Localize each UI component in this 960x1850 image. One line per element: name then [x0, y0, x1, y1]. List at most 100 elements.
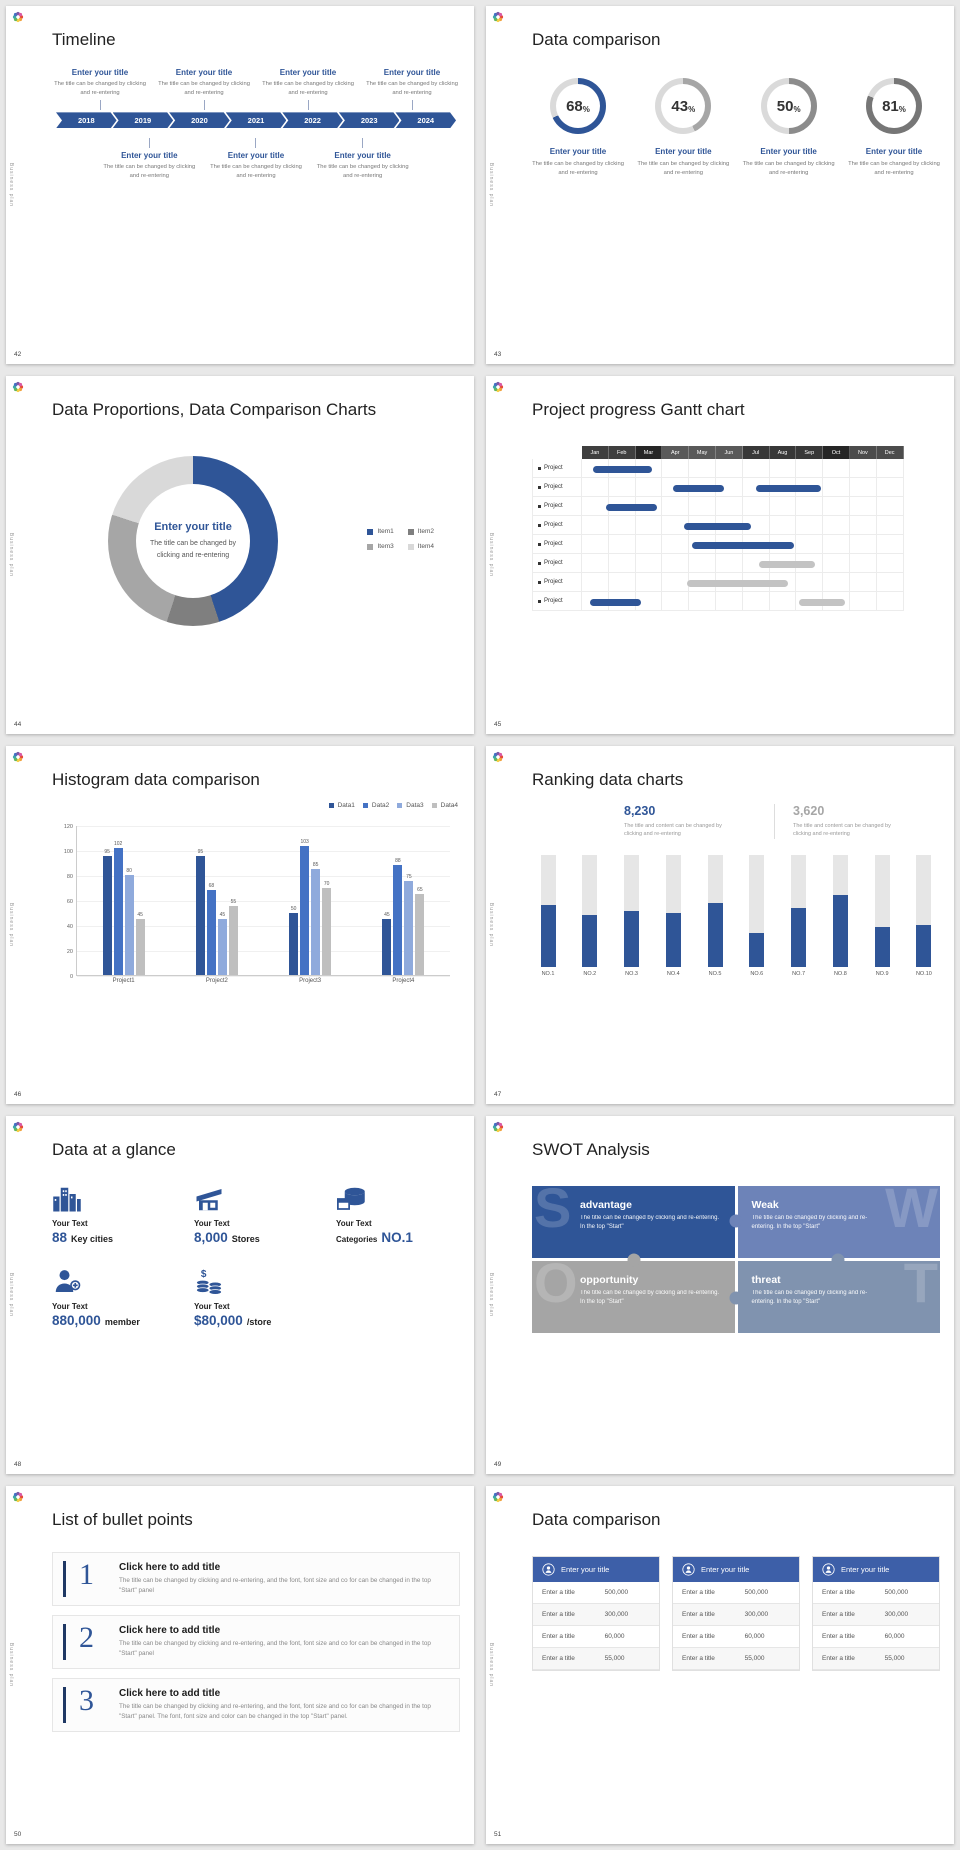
bar[interactable]: [217, 918, 227, 975]
ranking-bar-fill[interactable]: [791, 908, 807, 967]
ranking-bar-label: NO.5: [708, 970, 722, 977]
slide-46-histogram[interactable]: Business plan Histogram data comparison …: [6, 746, 474, 1104]
gantt-chart: Jan Feb Mar Apr May Jun Jul Aug Sep Oct Nov Dec Proj…: [532, 446, 904, 611]
bullet-title: Click here to add title: [119, 1688, 221, 1699]
table-row: Enter a title 55,000: [533, 1648, 659, 1670]
bar[interactable]: [195, 856, 205, 975]
sidebar-vertical-label: Business plan: [8, 532, 14, 578]
bar[interactable]: [289, 912, 299, 975]
slide-45-gantt[interactable]: Business plan Project progress Gantt cha…: [486, 376, 954, 734]
gantt-grid-cell: [715, 554, 743, 573]
page-number: 48: [14, 1461, 22, 1468]
timeline-year-marker[interactable]: 2018: [56, 112, 117, 128]
legend-item: Item4: [407, 543, 434, 550]
puzzle-knob: [729, 1214, 743, 1228]
slide-48-data-at-a-glance[interactable]: Business plan Data at a glance Your Text…: [6, 1116, 474, 1474]
swot-quadrant-desc: The title can be changed by clicking and…: [580, 1290, 720, 1306]
ranking-stat: 3,620 The title and content can be change…: [774, 804, 924, 839]
timeline-year-marker[interactable]: 2020: [169, 112, 230, 128]
swot-quadrant-w[interactable]: W Weak The title can be changed by clickin…: [737, 1186, 940, 1258]
ranking-bar-fill[interactable]: [665, 912, 681, 967]
slide-50-bullet-points[interactable]: Business plan List of bullet points 1 Cli…: [6, 1486, 474, 1844]
slide-title: Ranking data charts: [532, 770, 684, 789]
slide-44-data-proportions[interactable]: Business plan Data Proportions, Data Com…: [6, 376, 474, 734]
donut-stat-title: Enter your title: [865, 147, 923, 156]
table-cell-value: 60,000: [884, 1633, 905, 1640]
bar[interactable]: [393, 865, 403, 975]
bar[interactable]: [124, 875, 134, 975]
store-icon: [194, 1184, 224, 1214]
ranking-bar-track: [874, 854, 890, 967]
timeline-entry: Enter your title The title can be changed…: [54, 68, 146, 111]
slide-title: Data Proportions, Data Comparison Charts: [52, 400, 377, 419]
bar[interactable]: [404, 881, 414, 975]
timeline-year-marker[interactable]: 2019: [113, 112, 174, 128]
timeline-bottom-entries: Enter your title The title can be changed…: [52, 138, 460, 180]
ranking-bar-fill[interactable]: [832, 894, 848, 967]
person-badge-icon: [822, 1563, 835, 1576]
stat-value: $80,000: [194, 1313, 243, 1328]
bar-column: 45: [217, 826, 227, 975]
y-axis-tick-label: 60: [66, 899, 73, 905]
gantt-grid-cell: [769, 573, 797, 592]
ranking-bar-fill[interactable]: [916, 925, 932, 967]
bar[interactable]: [311, 868, 321, 975]
bar[interactable]: [322, 887, 332, 975]
timeline-entry-title: Enter your title: [279, 68, 337, 77]
bar-group: 95 68 45 55 Project2: [195, 826, 238, 984]
slide-47-ranking[interactable]: Business plan Ranking data charts 8,230 T…: [486, 746, 954, 1104]
gantt-grid-cell: [876, 459, 904, 478]
gantt-grid-cell: [582, 535, 609, 554]
slide-42-timeline[interactable]: Business plan Timeline Enter your title T…: [6, 6, 474, 364]
bar[interactable]: [228, 906, 238, 975]
bar[interactable]: [300, 846, 310, 975]
bar[interactable]: [113, 847, 123, 975]
sidebar-vertical-label: Business plan: [488, 1272, 494, 1318]
ranking-bar-fill[interactable]: [707, 902, 723, 967]
bar[interactable]: [102, 856, 112, 975]
bullet-desc: The title can be changed by clicking and…: [119, 1640, 431, 1657]
stat-item: Your Text 8,000 Stores: [194, 1184, 304, 1245]
gantt-row: Project: [532, 516, 904, 535]
slide-title: Histogram data comparison: [52, 770, 260, 789]
donut-center-title: Enter your title: [154, 521, 232, 534]
swot-quadrant-title: opportunity: [580, 1274, 639, 1286]
gantt-grid-cell: [742, 478, 770, 497]
bullet-item[interactable]: 1 Click here to add title The title can be…: [52, 1552, 460, 1606]
bullet-item[interactable]: 2 Click here to add title The title can be…: [52, 1615, 460, 1669]
ranking-bar-fill[interactable]: [749, 932, 765, 967]
legend-item: Data2: [362, 802, 389, 809]
timeline-year-marker[interactable]: 2021: [226, 112, 287, 128]
percent-sign: %: [688, 104, 696, 114]
bar[interactable]: [206, 890, 216, 975]
ranking-bar-fill[interactable]: [540, 904, 556, 967]
bar[interactable]: [135, 918, 145, 975]
brand-logo-icon: [492, 11, 504, 23]
stat-item: Your Text Categories NO.1: [336, 1184, 446, 1245]
timeline-entry: Enter your title The title can be changed…: [158, 68, 250, 111]
slide-51-data-comparison-tables[interactable]: Business plan Data comparison Enter your…: [486, 1486, 954, 1844]
ranking-bar-fill[interactable]: [874, 927, 890, 967]
ranking-bar-fill[interactable]: [582, 914, 598, 967]
table-cell-value: 300,000: [744, 1611, 769, 1618]
bar[interactable]: [415, 893, 425, 975]
bar-column: 95: [195, 826, 205, 975]
ranking-bar-fill[interactable]: [624, 910, 640, 967]
member-icon: [52, 1267, 82, 1297]
timeline-year-marker[interactable]: 2023: [339, 112, 400, 128]
gantt-month-cell: Mar: [635, 446, 663, 459]
timeline-year-marker[interactable]: 2022: [282, 112, 343, 128]
slide-43-data-comparison[interactable]: Business plan Data comparison 68% Enter y…: [486, 6, 954, 364]
stat-item: Your Text 88 Key cities: [52, 1184, 162, 1245]
bar[interactable]: [382, 918, 392, 975]
gantt-grid-cell: [876, 535, 904, 554]
timeline-year-marker[interactable]: 2024: [395, 112, 456, 128]
bullet-item[interactable]: 3 Click here to add title The title can be…: [52, 1678, 460, 1732]
table-header: Enter your title: [813, 1557, 939, 1582]
bullet-number: 1: [79, 1558, 94, 1591]
